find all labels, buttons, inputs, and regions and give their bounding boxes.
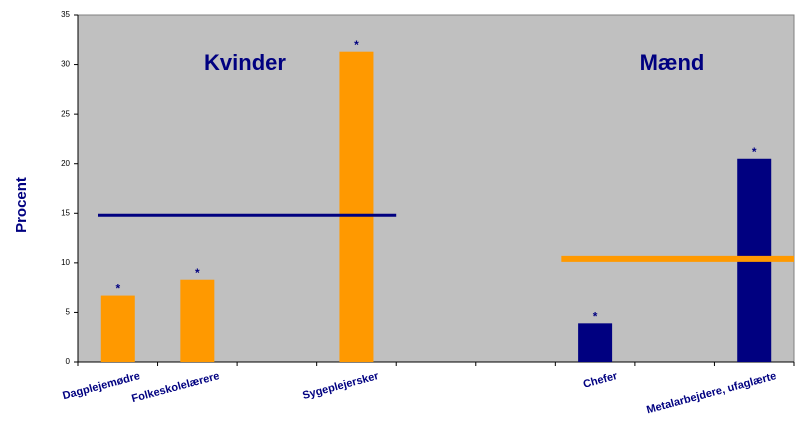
- y-tick-label: 20: [61, 159, 70, 168]
- marker: *: [195, 266, 200, 280]
- y-tick-label: 15: [61, 208, 70, 217]
- marker: *: [752, 145, 757, 159]
- bar: [578, 323, 613, 362]
- bar: [180, 279, 215, 362]
- y-axis-label: Procent: [13, 177, 30, 233]
- bar: [100, 295, 135, 362]
- group-label: Kvinder: [204, 50, 286, 75]
- marker: *: [593, 310, 598, 324]
- bar: [339, 51, 374, 362]
- x-tick-label: Metalarbejdere, ufaglærte: [645, 370, 777, 416]
- marker: *: [354, 38, 359, 52]
- x-tick-label: Sygeplejersker: [301, 370, 380, 402]
- group-label: Mænd: [640, 50, 705, 75]
- x-tick-label: Dagplejemødre: [61, 370, 141, 402]
- y-tick-label: 10: [61, 258, 70, 267]
- y-tick-label: 25: [61, 109, 70, 118]
- x-tick-label: Folkeskolelærere: [130, 370, 221, 405]
- x-tick-label: Chefer: [582, 370, 619, 391]
- y-tick-label: 30: [61, 60, 70, 69]
- y-tick-label: 0: [66, 357, 71, 366]
- marker: *: [115, 282, 120, 296]
- y-tick-label: 35: [61, 10, 70, 19]
- y-tick-label: 5: [66, 308, 71, 317]
